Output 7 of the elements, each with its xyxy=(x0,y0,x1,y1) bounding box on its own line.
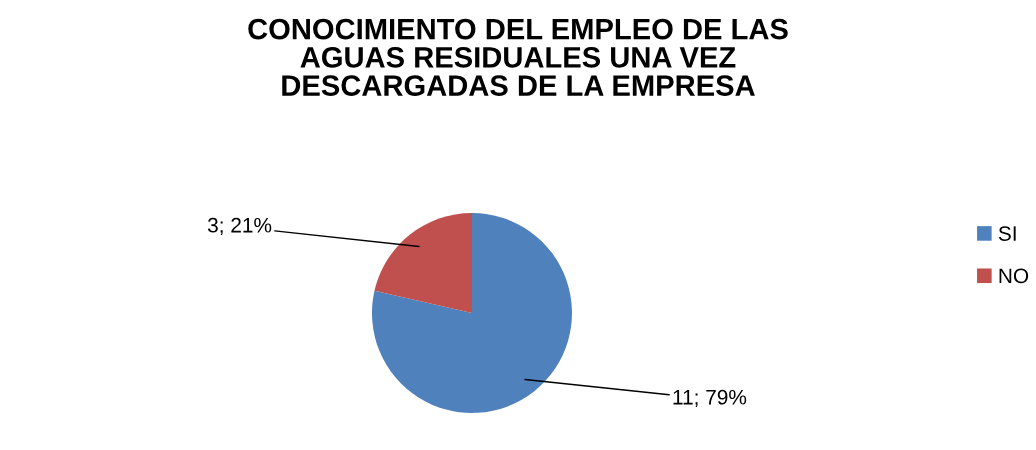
pie-slice xyxy=(374,213,472,313)
legend-label: NO xyxy=(999,268,1029,284)
legend-label: SI xyxy=(998,226,1016,241)
pie-slice xyxy=(372,213,572,413)
data-label: 11; 79% xyxy=(673,389,747,408)
chart-title: CONOCIMIENTO DEL EMPLEO DE LAS AGUAS RESIDUALES UNA VEZ DESCARGADAS DE LA EMPRESA xyxy=(248,18,788,96)
data-label: 3; 21% xyxy=(207,217,272,236)
